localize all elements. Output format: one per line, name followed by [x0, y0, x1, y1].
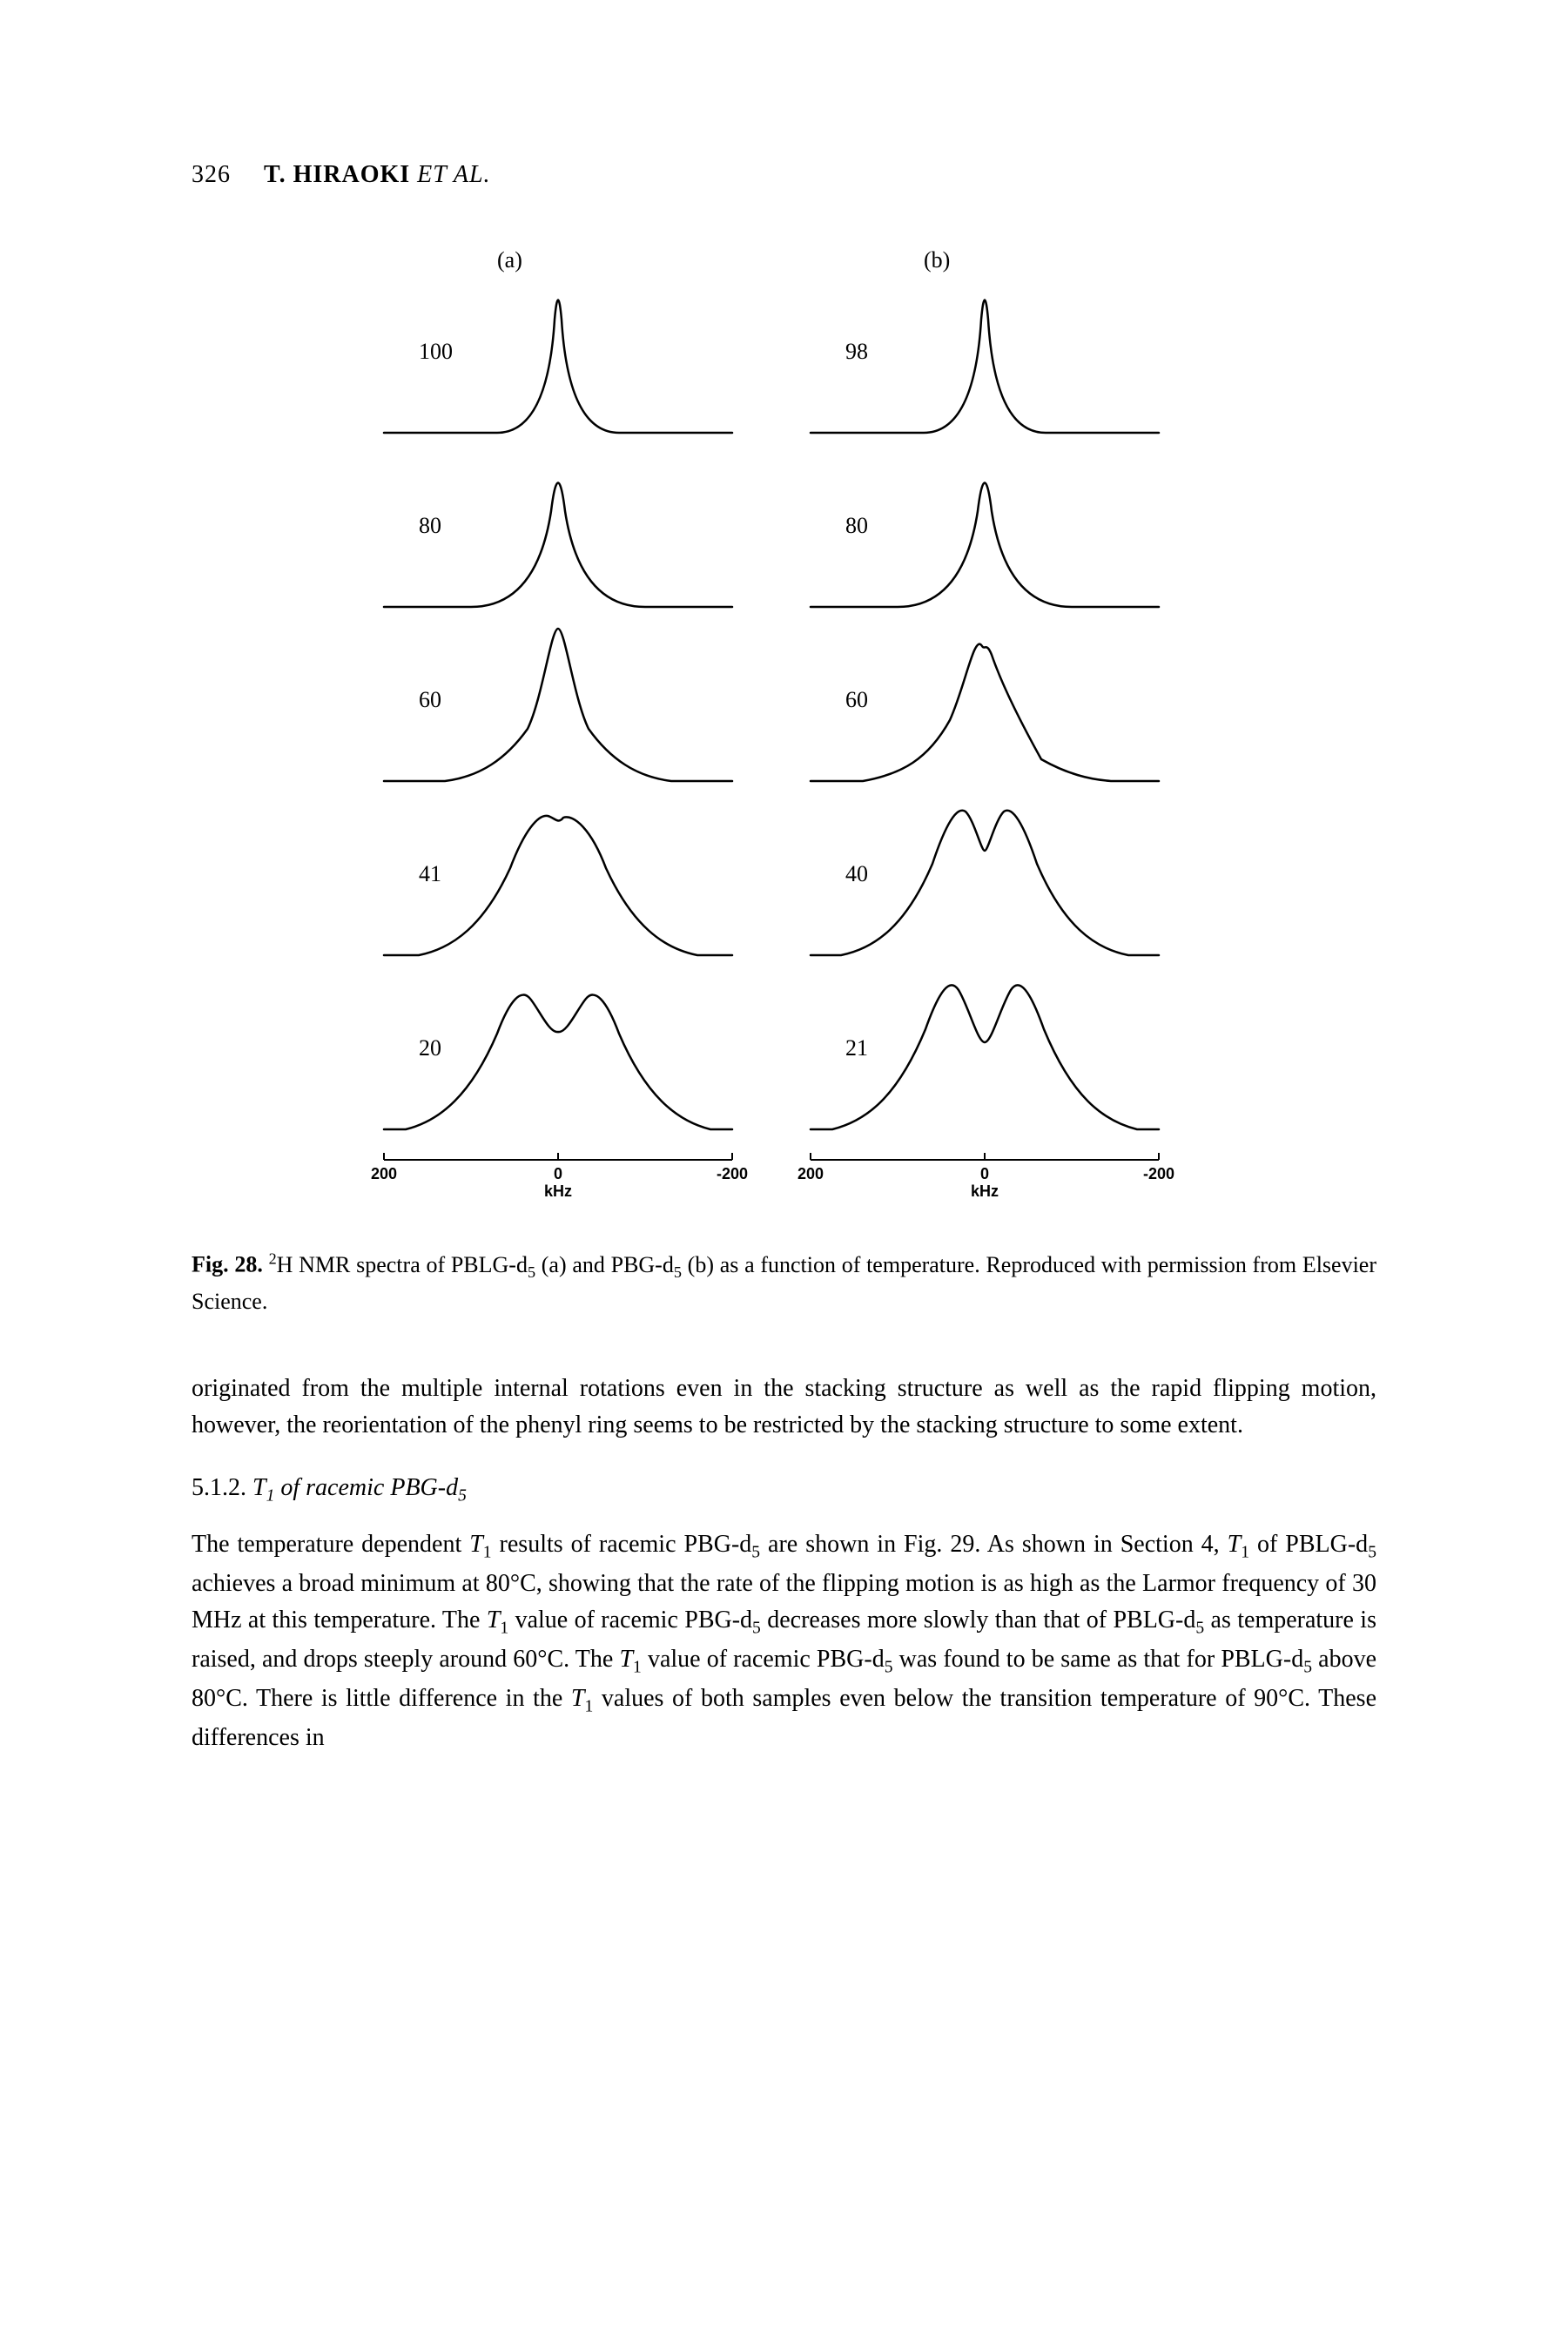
- svg-text:60: 60: [845, 687, 868, 712]
- svg-text:40: 40: [845, 861, 868, 886]
- figure-caption-text: 2H NMR spectra of PBLG-d5 (a) and PBG-d5…: [192, 1252, 1376, 1314]
- svg-text:200: 200: [797, 1165, 823, 1182]
- svg-text:(a): (a): [497, 247, 522, 273]
- et-al: ET AL.: [417, 161, 490, 188]
- section-title: T1 of racemic PBG-d5: [252, 1474, 467, 1501]
- svg-text:(b): (b): [924, 247, 950, 273]
- figure-28: (a) 100 80 60 41 20 200 0 -200 kHz (b) 98 80 60 40 21 20…: [192, 237, 1376, 1212]
- section-number: 5.1.2.: [192, 1474, 246, 1501]
- svg-text:98: 98: [845, 339, 868, 364]
- svg-text:kHz: kHz: [543, 1182, 571, 1200]
- section-heading: 5.1.2. T1 of racemic PBG-d5: [192, 1470, 1376, 1509]
- figure-label: Fig. 28.: [192, 1252, 263, 1277]
- body-paragraph-2: The temperature dependent T1 results of …: [192, 1526, 1376, 1756]
- page-number: 326: [192, 161, 231, 188]
- svg-text:0: 0: [553, 1165, 562, 1182]
- body-paragraph-1: originated from the multiple internal ro…: [192, 1371, 1376, 1444]
- svg-text:20: 20: [419, 1035, 441, 1061]
- svg-text:41: 41: [419, 861, 441, 886]
- page-header: 326 T. HIRAOKI ET AL.: [192, 157, 1376, 193]
- svg-text:60: 60: [419, 687, 441, 712]
- svg-text:80: 80: [845, 513, 868, 538]
- svg-text:100: 100: [419, 339, 453, 364]
- author-name: T. HIRAOKI: [264, 161, 410, 188]
- figure-28-caption: Fig. 28. 2H NMR spectra of PBLG-d5 (a) a…: [192, 1247, 1376, 1318]
- svg-text:0: 0: [979, 1165, 988, 1182]
- svg-text:kHz: kHz: [970, 1182, 998, 1200]
- svg-text:200: 200: [370, 1165, 396, 1182]
- svg-text:21: 21: [845, 1035, 868, 1061]
- svg-text:80: 80: [419, 513, 441, 538]
- svg-text:-200: -200: [1142, 1165, 1174, 1182]
- svg-text:-200: -200: [716, 1165, 747, 1182]
- nmr-spectra-svg: (a) 100 80 60 41 20 200 0 -200 kHz (b) 98 80 60 40 21 20…: [367, 237, 1202, 1212]
